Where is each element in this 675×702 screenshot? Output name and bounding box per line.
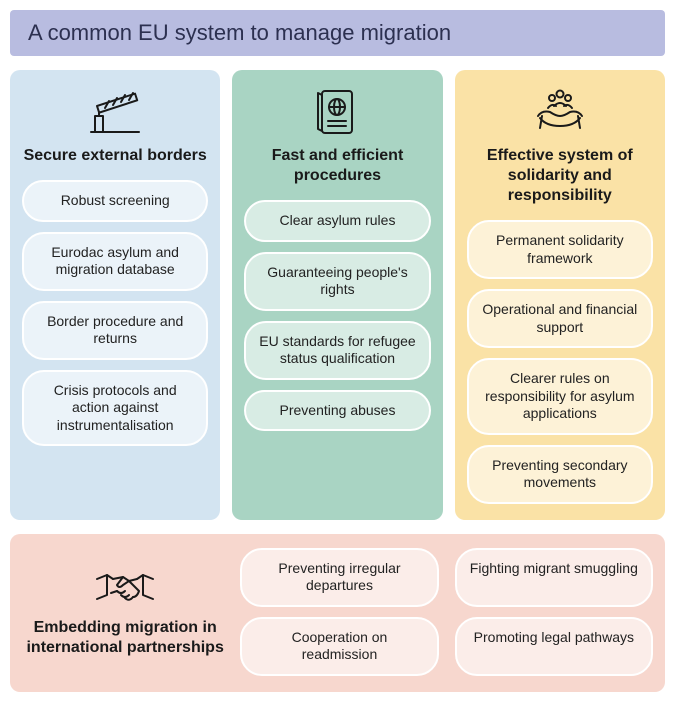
- pill-item: Fighting migrant smuggling: [455, 548, 653, 607]
- column-title: Fast and efficient procedures: [244, 146, 430, 186]
- pill-item: Preventing irregular departures: [240, 548, 438, 607]
- pill-item: Clearer rules on responsibility for asyl…: [467, 358, 653, 435]
- pill-item: Cooperation on readmission: [240, 617, 438, 676]
- pill-item: Border procedure and returns: [22, 301, 208, 360]
- pill-item: Permanent solidarity framework: [467, 220, 653, 279]
- pill-item: Robust screening: [22, 180, 208, 222]
- bottom-panel: Embedding migration in international par…: [10, 534, 665, 692]
- column-borders: Secure external borders Robust screening…: [10, 70, 220, 520]
- pill-item: Operational and financial support: [467, 289, 653, 348]
- pill-item: Promoting legal pathways: [455, 617, 653, 676]
- bottom-items-grid: Preventing irregular departures Fighting…: [240, 548, 653, 676]
- column-title: Secure external borders: [24, 146, 207, 166]
- pill-item: Preventing abuses: [244, 390, 430, 432]
- columns-row: Secure external borders Robust screening…: [10, 70, 665, 520]
- pill-item: Preventing secondary movements: [467, 445, 653, 504]
- column-solidarity: Effective system of solidarity and respo…: [455, 70, 665, 520]
- bottom-title: Embedding migration in international par…: [22, 618, 228, 658]
- hands-people-icon: [532, 84, 588, 138]
- pill-item: EU standards for refugee status qualific…: [244, 321, 430, 380]
- barrier-icon: [87, 84, 143, 138]
- pill-item: Clear asylum rules: [244, 200, 430, 242]
- bottom-header: Embedding migration in international par…: [22, 566, 228, 658]
- pill-item: Guaranteeing people's rights: [244, 252, 430, 311]
- handshake-icon: [93, 566, 157, 612]
- passport-icon: [314, 84, 360, 138]
- pill-item: Eurodac asylum and migration database: [22, 232, 208, 291]
- column-title: Effective system of solidarity and respo…: [467, 146, 653, 206]
- column-procedures: Fast and efficient procedures Clear asyl…: [232, 70, 442, 520]
- page-title: A common EU system to manage migration: [28, 20, 451, 45]
- page-title-bar: A common EU system to manage migration: [10, 10, 665, 56]
- pill-item: Crisis protocols and action against inst…: [22, 370, 208, 447]
